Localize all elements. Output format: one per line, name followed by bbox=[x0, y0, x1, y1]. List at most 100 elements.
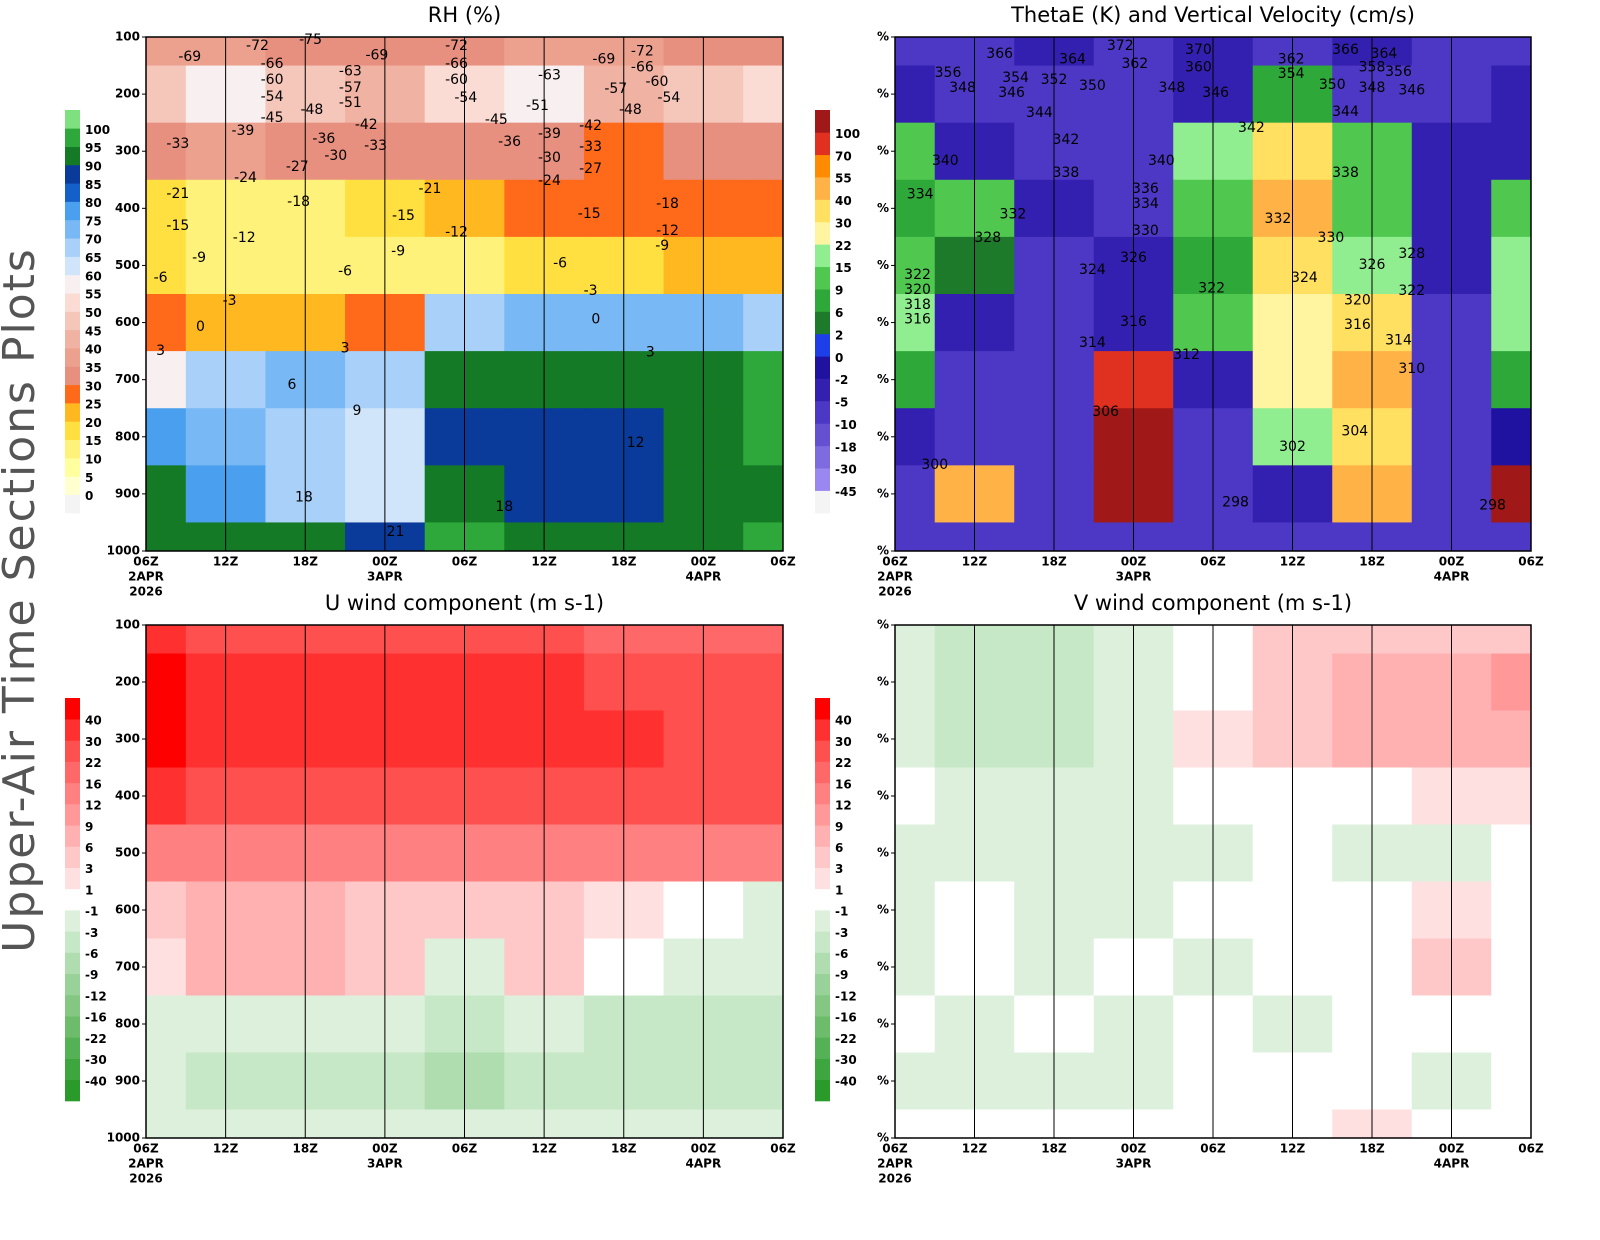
field-cell bbox=[1491, 465, 1532, 523]
field-cell bbox=[146, 122, 187, 181]
colorbar-label: -40 bbox=[85, 1074, 107, 1088]
y-tick-label: % bbox=[877, 87, 889, 101]
contour-label: -9 bbox=[655, 238, 669, 254]
y-tick-label: 800 bbox=[115, 1017, 140, 1031]
colorbar-label: 30 bbox=[835, 735, 852, 749]
colorbar-box bbox=[815, 244, 830, 268]
colorbar-label: 3 bbox=[85, 862, 93, 876]
colorbar-box bbox=[815, 973, 830, 996]
colorbar-box bbox=[65, 931, 80, 953]
contour-label: 322 bbox=[1398, 283, 1425, 299]
colorbar-box bbox=[65, 329, 80, 349]
contour-label: 314 bbox=[1079, 335, 1106, 351]
y-tick-label: % bbox=[877, 732, 889, 746]
colorbar-box bbox=[815, 266, 830, 290]
y-tick-label: % bbox=[877, 544, 889, 558]
contour-label: 356 bbox=[935, 65, 962, 81]
x-date-label: 3APR bbox=[1116, 570, 1152, 584]
contour-label: 3 bbox=[156, 343, 165, 359]
colorbar-label: -16 bbox=[85, 1011, 107, 1025]
y-tick-label: 600 bbox=[115, 315, 140, 329]
contour-label: 3 bbox=[341, 340, 350, 356]
y-tick-label: % bbox=[877, 486, 889, 500]
contour-label: 318 bbox=[904, 297, 931, 313]
contour-label: 360 bbox=[1185, 59, 1212, 75]
field-cell bbox=[895, 522, 936, 552]
contour-label: -33 bbox=[364, 138, 387, 154]
contour-label: 316 bbox=[1120, 314, 1147, 330]
x-tick-label: 00Z bbox=[1439, 1142, 1465, 1156]
contour-label: 298 bbox=[1222, 494, 1249, 510]
y-tick-label: 700 bbox=[115, 372, 140, 386]
y-tick-label: 300 bbox=[115, 732, 140, 746]
plot-frame bbox=[894, 36, 1532, 552]
x-tick-label: 06Z bbox=[133, 555, 159, 569]
contour-label: -3 bbox=[584, 283, 598, 299]
colorbar-box bbox=[65, 366, 80, 386]
contour-label: 346 bbox=[998, 85, 1025, 101]
colorbar-label: 40 bbox=[835, 194, 852, 208]
field-cell bbox=[1491, 995, 1532, 1053]
y-tick-label: % bbox=[877, 258, 889, 272]
field-cell bbox=[743, 710, 784, 768]
contour-label: -45 bbox=[261, 110, 284, 126]
x-date-label: 3APR bbox=[367, 1157, 403, 1171]
field-cell bbox=[146, 938, 187, 996]
y-tick-label: 600 bbox=[115, 903, 140, 917]
field-cell bbox=[895, 65, 936, 124]
colorbar-label: 85 bbox=[85, 178, 102, 192]
colorbar-box bbox=[815, 719, 830, 741]
colorbar-label: -6 bbox=[835, 947, 848, 961]
contour-label: -51 bbox=[339, 95, 362, 111]
x-date-label: 2APR bbox=[128, 1157, 164, 1171]
contour-label: 344 bbox=[1026, 105, 1053, 121]
contour-label: 348 bbox=[1359, 80, 1386, 96]
colorbar-label: -16 bbox=[835, 1011, 857, 1025]
colorbar-label: -3 bbox=[85, 926, 98, 940]
contour-label: 334 bbox=[1132, 196, 1159, 212]
field-cell bbox=[146, 995, 187, 1053]
x-date-label: 3APR bbox=[367, 570, 403, 584]
contour-label: 320 bbox=[904, 282, 931, 298]
colorbar-box bbox=[65, 1079, 80, 1102]
contour-label: 334 bbox=[907, 187, 934, 203]
field-cell bbox=[743, 995, 784, 1053]
contour-label: -63 bbox=[538, 67, 561, 83]
field-cell bbox=[1491, 710, 1532, 768]
colorbar-label: -1 bbox=[835, 905, 848, 919]
contour-label: 316 bbox=[904, 312, 931, 328]
field-cell bbox=[895, 1109, 936, 1139]
x-tick-label: 06Z bbox=[770, 1142, 796, 1156]
contour-label: 326 bbox=[1120, 250, 1147, 266]
contour-label: -66 bbox=[445, 56, 468, 72]
y-tick-label: 900 bbox=[115, 486, 140, 500]
y-tick-label: % bbox=[877, 429, 889, 443]
contour-label: 354 bbox=[1002, 70, 1029, 86]
y-tick-label: 200 bbox=[115, 675, 140, 689]
contour-label: 354 bbox=[1278, 66, 1305, 82]
colorbar-label: 15 bbox=[85, 434, 102, 448]
colorbar-box bbox=[815, 1079, 830, 1102]
field-cell bbox=[1491, 408, 1532, 466]
contour-label: 348 bbox=[949, 80, 976, 96]
x-tick-label: 06Z bbox=[770, 555, 796, 569]
contour-label: 324 bbox=[1079, 262, 1106, 278]
contour-label: -60 bbox=[645, 74, 668, 90]
colorbar-label: 0 bbox=[85, 489, 93, 503]
contour-label: -18 bbox=[287, 194, 310, 210]
y-tick-label: 500 bbox=[115, 258, 140, 272]
field-cell bbox=[743, 824, 784, 882]
field-cell bbox=[146, 767, 187, 825]
colorbar-label: 9 bbox=[835, 284, 843, 298]
x-tick-label: 00Z bbox=[1121, 555, 1147, 569]
contour-label: -39 bbox=[231, 123, 254, 139]
contour-label: -60 bbox=[261, 72, 284, 88]
contour-label: -72 bbox=[246, 38, 269, 54]
field-cell bbox=[146, 351, 187, 409]
contour-label: -15 bbox=[166, 218, 189, 234]
colorbar-box bbox=[65, 311, 80, 331]
plot-frame bbox=[145, 36, 784, 552]
colorbar-label: 55 bbox=[85, 288, 102, 302]
contour-label: -27 bbox=[579, 161, 602, 177]
colorbar-label: 100 bbox=[85, 123, 110, 137]
